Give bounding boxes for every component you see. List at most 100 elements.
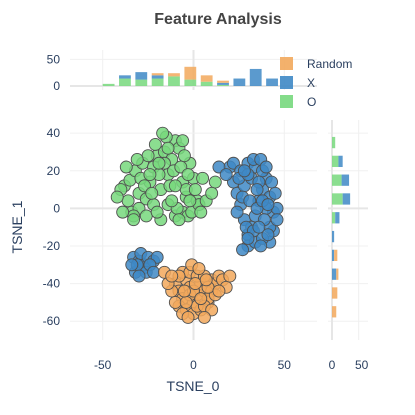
scatter-point-o[interactable] xyxy=(194,205,208,219)
marginal-y-bar-x xyxy=(335,212,340,224)
marginal-y-bar-x xyxy=(338,155,343,168)
marginal-x-bar-o xyxy=(135,79,148,86)
scatter-point-random[interactable] xyxy=(168,295,182,309)
scatter-point-o[interactable] xyxy=(145,186,159,200)
scatter-point-x[interactable] xyxy=(125,258,139,272)
scatter-point-o[interactable] xyxy=(183,194,197,208)
scatter-point-o[interactable] xyxy=(205,186,219,200)
marginal-x-bar-random xyxy=(168,73,180,77)
scatter-point-x[interactable] xyxy=(268,186,282,200)
marginal-x-histogram: 0 50 xyxy=(47,50,317,93)
y-tick-label: 40 xyxy=(47,126,61,140)
marginal-y-bar-o xyxy=(332,155,339,168)
y-tick-label: 0 xyxy=(53,201,60,215)
scatter-point-o[interactable] xyxy=(156,126,170,140)
marginal-x-bar-o xyxy=(102,83,115,86)
scatter-point-x[interactable] xyxy=(265,175,279,189)
marginal-y-bar-o xyxy=(332,193,343,205)
y-tick-label: -60 xyxy=(43,314,61,328)
scatter-point-random[interactable] xyxy=(223,269,237,283)
marginal-x-tick-label: 50 xyxy=(47,52,61,66)
x-tick-label: 0 xyxy=(190,358,197,372)
scatter-point-random[interactable] xyxy=(188,277,202,291)
scatter-point-o[interactable] xyxy=(196,171,210,185)
scatter-point-x[interactable] xyxy=(147,265,160,279)
marginal-x-bar-o xyxy=(151,78,164,86)
scatter-point-o[interactable] xyxy=(188,183,202,197)
scatter-point-o[interactable] xyxy=(143,168,157,181)
scatter-point-x[interactable] xyxy=(250,183,264,197)
marginal-y-ticks: 0 50 xyxy=(329,358,369,372)
marginal-x-ticks: 0 50 xyxy=(47,52,61,93)
scatter-point-x[interactable] xyxy=(241,232,255,245)
marginal-x-bar-random xyxy=(151,73,164,76)
scatter-point-random[interactable] xyxy=(181,310,195,324)
marginal-x-bar-x xyxy=(217,82,229,85)
scatter-point-o[interactable] xyxy=(172,213,186,227)
legend-label-o: O xyxy=(307,95,316,109)
marginal-x-bar-o xyxy=(217,84,229,86)
marginal-x-bars xyxy=(102,66,278,86)
scatter-point-x[interactable] xyxy=(219,168,233,181)
scatter-point-x[interactable] xyxy=(261,228,275,242)
x-tick-label: 50 xyxy=(278,358,292,372)
scatter-point-o[interactable] xyxy=(148,137,162,151)
scatter-point-x[interactable] xyxy=(254,239,268,253)
legend-item-o[interactable]: O xyxy=(280,95,316,109)
marginal-x-bar-o xyxy=(119,78,131,86)
scatter-point-x[interactable] xyxy=(132,269,146,283)
scatter-point-random[interactable] xyxy=(165,269,179,283)
scatter-point-x[interactable] xyxy=(270,213,284,227)
marginal-y-bar-random xyxy=(332,287,338,299)
marginal-x-bar-o xyxy=(200,81,213,86)
marginal-y-bar-random xyxy=(334,249,338,262)
scatter-point-o[interactable] xyxy=(165,194,179,208)
scatter-point-o[interactable] xyxy=(152,156,166,170)
scatter-point-o[interactable] xyxy=(208,175,222,189)
scatter-point-random[interactable] xyxy=(177,284,191,298)
scatter-point-random[interactable] xyxy=(179,295,193,309)
scatter-points[interactable] xyxy=(110,126,284,324)
legend-label-random: Random xyxy=(307,57,352,71)
scatter-point-x[interactable] xyxy=(237,164,251,178)
scatter-point-x[interactable] xyxy=(252,220,266,234)
scatter-point-random[interactable] xyxy=(199,273,213,287)
marginal-y-bars xyxy=(332,136,351,318)
y-tick-label: -40 xyxy=(43,277,61,291)
scatter-point-random[interactable] xyxy=(197,310,211,324)
scatter-point-o[interactable] xyxy=(177,149,191,163)
marginal-x-bar-o xyxy=(168,76,180,86)
scatter-point-random[interactable] xyxy=(194,292,208,306)
scatter-point-o[interactable] xyxy=(139,209,153,223)
scatter-point-o[interactable] xyxy=(127,213,141,227)
scatter-point-x[interactable] xyxy=(261,198,275,212)
scatter-point-o[interactable] xyxy=(121,194,135,208)
scatter-point-random[interactable] xyxy=(192,262,206,275)
scatter-point-o[interactable] xyxy=(181,168,195,181)
scatter-point-o[interactable] xyxy=(176,134,190,148)
marginal-y-bar-random xyxy=(332,306,337,318)
marginal-y-bar-x xyxy=(332,230,335,243)
scatter-point-random[interactable] xyxy=(212,284,226,298)
scatter-point-o[interactable] xyxy=(110,190,124,204)
legend-item-random[interactable]: Random xyxy=(280,57,352,71)
legend-item-x[interactable]: X xyxy=(280,76,315,90)
scatter-point-o[interactable] xyxy=(119,160,133,174)
scatter-point-o[interactable] xyxy=(150,205,164,219)
scatter-point-o[interactable] xyxy=(141,149,155,163)
scatter-point-x[interactable] xyxy=(259,160,273,174)
legend[interactable]: Random X O xyxy=(280,57,352,109)
scatter-point-o[interactable] xyxy=(116,205,130,219)
scatter-point-x[interactable] xyxy=(236,243,249,257)
scatter-point-x[interactable] xyxy=(230,205,244,219)
main-scatter-plot[interactable]: -50 0 50 40 20 0 -20 -40 -60 xyxy=(43,120,317,372)
scatter-point-o[interactable] xyxy=(130,153,144,166)
scatter-point-o[interactable] xyxy=(161,141,175,155)
marginal-x-bar-random xyxy=(184,66,197,80)
legend-swatch-random xyxy=(280,57,293,70)
marginal-y-tick-label: 50 xyxy=(355,358,369,372)
x-axis-ticks: -50 0 50 xyxy=(94,358,291,372)
scatter-point-o[interactable] xyxy=(168,179,182,193)
x-tick-label: -50 xyxy=(94,358,112,372)
